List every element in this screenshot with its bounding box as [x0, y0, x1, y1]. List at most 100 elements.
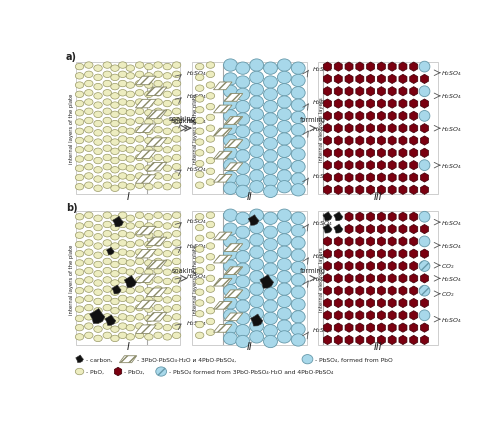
Polygon shape: [345, 100, 353, 109]
Polygon shape: [112, 285, 121, 294]
Polygon shape: [356, 213, 364, 222]
Ellipse shape: [118, 127, 127, 134]
Polygon shape: [324, 299, 331, 308]
Bar: [77, 63, 180, 195]
Ellipse shape: [84, 213, 93, 219]
Polygon shape: [214, 106, 232, 114]
Polygon shape: [409, 299, 418, 308]
Polygon shape: [136, 274, 156, 283]
Polygon shape: [334, 137, 342, 146]
Ellipse shape: [75, 101, 84, 108]
Ellipse shape: [154, 90, 163, 97]
Polygon shape: [399, 335, 407, 345]
Ellipse shape: [126, 92, 135, 99]
Ellipse shape: [126, 325, 135, 331]
Ellipse shape: [163, 184, 171, 191]
Polygon shape: [367, 63, 375, 72]
Ellipse shape: [250, 234, 264, 247]
Ellipse shape: [75, 306, 84, 312]
Ellipse shape: [206, 286, 215, 293]
Ellipse shape: [103, 173, 111, 180]
Polygon shape: [388, 274, 396, 283]
Polygon shape: [409, 124, 418, 134]
Ellipse shape: [84, 136, 93, 143]
Ellipse shape: [195, 225, 204, 231]
Polygon shape: [378, 137, 385, 146]
Ellipse shape: [126, 73, 135, 80]
Ellipse shape: [118, 277, 127, 283]
Text: $H_2SO_4$: $H_2SO_4$: [440, 315, 462, 324]
Ellipse shape: [136, 99, 144, 106]
Ellipse shape: [250, 121, 264, 134]
Polygon shape: [119, 356, 136, 363]
Ellipse shape: [84, 277, 93, 283]
Ellipse shape: [84, 323, 93, 329]
Ellipse shape: [94, 262, 102, 268]
Ellipse shape: [264, 126, 277, 138]
Ellipse shape: [264, 335, 277, 348]
Ellipse shape: [250, 271, 264, 283]
Ellipse shape: [291, 250, 305, 262]
Ellipse shape: [172, 136, 181, 143]
Polygon shape: [367, 274, 375, 283]
Polygon shape: [146, 163, 167, 171]
Polygon shape: [367, 75, 375, 84]
Ellipse shape: [103, 213, 111, 219]
Ellipse shape: [75, 270, 84, 276]
Ellipse shape: [195, 268, 204, 274]
Polygon shape: [224, 94, 243, 102]
Text: $CO_2$: $CO_2$: [440, 261, 454, 270]
Ellipse shape: [264, 288, 277, 300]
Ellipse shape: [154, 127, 163, 134]
Polygon shape: [378, 213, 385, 222]
Ellipse shape: [84, 90, 93, 97]
Polygon shape: [224, 141, 243, 148]
Polygon shape: [367, 112, 375, 121]
Ellipse shape: [195, 322, 204, 328]
Ellipse shape: [277, 121, 291, 134]
Ellipse shape: [145, 64, 153, 71]
Ellipse shape: [163, 73, 171, 80]
Ellipse shape: [126, 138, 135, 145]
Ellipse shape: [264, 89, 277, 101]
Ellipse shape: [84, 250, 93, 256]
Ellipse shape: [75, 138, 84, 145]
Polygon shape: [388, 161, 396, 171]
Ellipse shape: [163, 138, 171, 145]
Ellipse shape: [75, 334, 84, 340]
Ellipse shape: [126, 260, 135, 266]
Ellipse shape: [136, 268, 144, 274]
Ellipse shape: [118, 286, 127, 293]
Polygon shape: [356, 311, 364, 320]
Ellipse shape: [172, 213, 181, 219]
Ellipse shape: [84, 240, 93, 247]
Polygon shape: [107, 248, 114, 255]
Polygon shape: [378, 124, 385, 134]
Ellipse shape: [236, 213, 250, 225]
Ellipse shape: [291, 124, 305, 137]
Polygon shape: [334, 212, 343, 221]
Ellipse shape: [206, 104, 215, 111]
Ellipse shape: [75, 119, 84, 126]
Ellipse shape: [94, 130, 102, 137]
Ellipse shape: [145, 166, 153, 172]
Polygon shape: [388, 124, 396, 134]
Text: soaking: soaking: [172, 118, 198, 124]
Ellipse shape: [75, 316, 84, 322]
Ellipse shape: [264, 325, 277, 337]
Ellipse shape: [111, 139, 119, 146]
Ellipse shape: [126, 156, 135, 163]
Text: $H_2SO_4$: $H_2SO_4$: [186, 69, 207, 78]
Ellipse shape: [94, 121, 102, 128]
Polygon shape: [399, 186, 407, 195]
Polygon shape: [367, 161, 375, 171]
Ellipse shape: [145, 233, 153, 239]
Ellipse shape: [126, 184, 135, 191]
Ellipse shape: [195, 311, 204, 317]
Polygon shape: [378, 323, 385, 332]
Ellipse shape: [419, 111, 430, 122]
Polygon shape: [136, 325, 156, 334]
Polygon shape: [334, 274, 342, 283]
Ellipse shape: [236, 251, 250, 263]
Polygon shape: [146, 313, 167, 321]
